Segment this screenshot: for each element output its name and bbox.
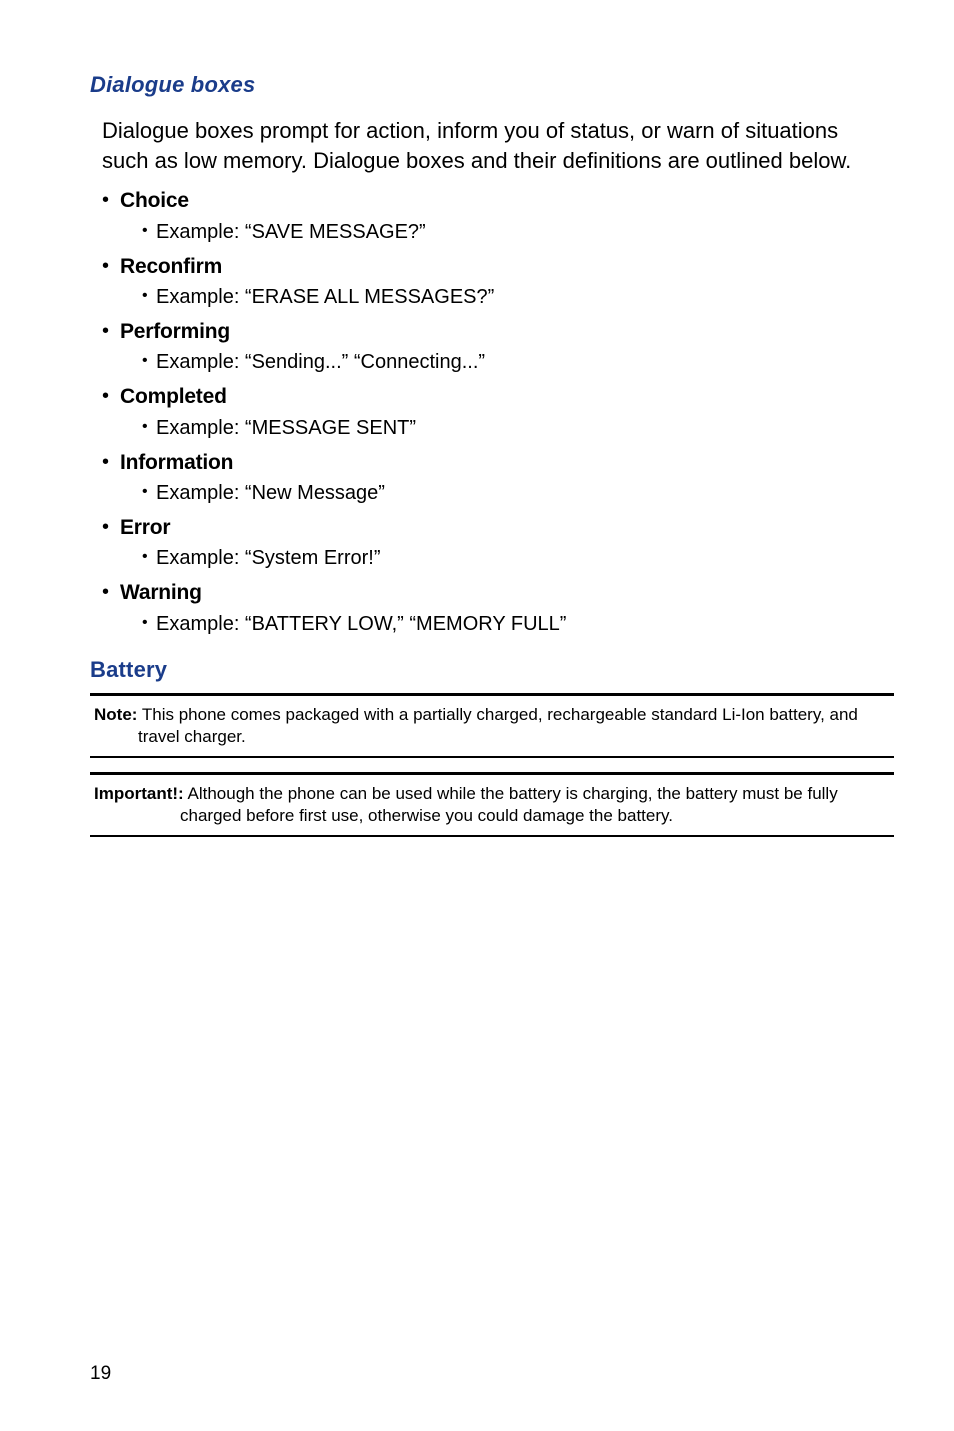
list-item: Information Example: “New Message” [102, 449, 894, 508]
list-item: Completed Example: “MESSAGE SENT” [102, 383, 894, 442]
note-text: Note: This phone comes packaged with a p… [94, 704, 890, 748]
important-label: Important!: [94, 784, 184, 803]
page-number: 19 [90, 1363, 111, 1385]
example-list: Example: “BATTERY LOW,” “MEMORY FULL” [120, 610, 894, 639]
example-text: Example: “SAVE MESSAGE?” [142, 218, 894, 247]
example-text: Example: “Sending...” “Connecting...” [142, 348, 894, 377]
item-heading-choice: Choice [120, 187, 894, 215]
example-list: Example: “System Error!” [120, 544, 894, 573]
section-heading-battery: Battery [90, 657, 894, 683]
example-text: Example: “ERASE ALL MESSAGES?” [142, 283, 894, 312]
item-heading-reconfirm: Reconfirm [120, 253, 894, 281]
item-heading-completed: Completed [120, 383, 894, 411]
example-text: Example: “New Message” [142, 479, 894, 508]
item-heading-warning: Warning [120, 579, 894, 607]
example-text: Example: “BATTERY LOW,” “MEMORY FULL” [142, 610, 894, 639]
note-label: Note: [94, 705, 137, 724]
example-list: Example: “Sending...” “Connecting...” [120, 348, 894, 377]
item-heading-performing: Performing [120, 318, 894, 346]
dialogue-types-list: Choice Example: “SAVE MESSAGE?” Reconfir… [90, 187, 894, 638]
example-text: Example: “MESSAGE SENT” [142, 414, 894, 443]
important-body-line1: Although the phone can be used while the… [188, 784, 838, 803]
list-item: Choice Example: “SAVE MESSAGE?” [102, 187, 894, 246]
important-body-line2: charged before first use, otherwise you … [94, 805, 890, 827]
example-list: Example: “SAVE MESSAGE?” [120, 218, 894, 247]
note-body-line1: This phone comes packaged with a partial… [142, 705, 858, 724]
item-heading-error: Error [120, 514, 894, 542]
note-block: Note: This phone comes packaged with a p… [90, 693, 894, 758]
note-body-line2: travel charger. [94, 726, 890, 748]
document-page: Dialogue boxes Dialogue boxes prompt for… [0, 0, 954, 1431]
important-block: Important!: Although the phone can be us… [90, 772, 894, 837]
important-text: Important!: Although the phone can be us… [94, 783, 890, 827]
list-item: Error Example: “System Error!” [102, 514, 894, 573]
list-item: Performing Example: “Sending...” “Connec… [102, 318, 894, 377]
intro-paragraph: Dialogue boxes prompt for action, inform… [102, 116, 886, 175]
example-text: Example: “System Error!” [142, 544, 894, 573]
example-list: Example: “ERASE ALL MESSAGES?” [120, 283, 894, 312]
list-item: Reconfirm Example: “ERASE ALL MESSAGES?” [102, 253, 894, 312]
example-list: Example: “MESSAGE SENT” [120, 414, 894, 443]
subheading-dialogue-boxes: Dialogue boxes [90, 72, 894, 98]
list-item: Warning Example: “BATTERY LOW,” “MEMORY … [102, 579, 894, 638]
example-list: Example: “New Message” [120, 479, 894, 508]
item-heading-information: Information [120, 449, 894, 477]
